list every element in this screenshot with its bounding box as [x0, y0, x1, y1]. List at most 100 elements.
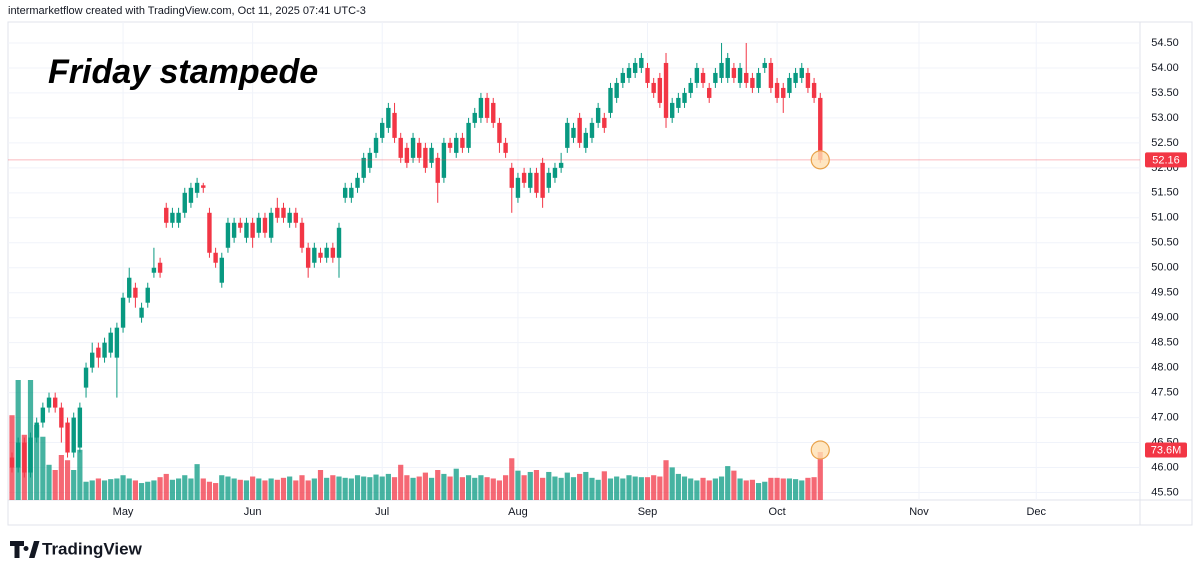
candle-body — [521, 172, 527, 183]
volume-bar — [361, 476, 367, 500]
candle-body — [447, 142, 453, 148]
volume-bar — [206, 481, 213, 500]
candle-body — [435, 157, 440, 183]
candle-body — [750, 77, 755, 88]
volume-bar — [287, 476, 293, 500]
volume-bar — [626, 475, 632, 500]
volume-bar — [521, 475, 527, 500]
candle-body — [466, 122, 471, 148]
candle-body — [762, 62, 767, 68]
candle-body — [176, 212, 181, 223]
volume-bar — [762, 481, 768, 500]
volume-label: 73.6M — [1151, 444, 1182, 456]
y-tick-label: 50.00 — [1151, 262, 1179, 274]
volume-bar — [416, 476, 422, 500]
candle-body — [676, 97, 681, 108]
candle-body — [40, 407, 46, 423]
volume-bar — [330, 475, 336, 500]
y-tick-label: 54.00 — [1151, 62, 1179, 74]
candle-body — [231, 222, 237, 238]
volume-bar — [213, 483, 219, 500]
candle-body — [287, 212, 292, 223]
volume-bar — [83, 481, 89, 500]
volume-bar — [379, 476, 385, 500]
volume-bar — [700, 477, 706, 500]
candle-body — [324, 247, 329, 258]
volume-bar — [219, 475, 225, 500]
candle-body — [256, 217, 261, 233]
volume-bar — [817, 452, 823, 500]
candle-body — [46, 397, 52, 408]
candle-body — [52, 397, 58, 408]
candle-body — [811, 82, 817, 98]
volume-bar — [410, 477, 416, 500]
volume-bar — [780, 478, 786, 500]
volume-bar — [225, 476, 231, 500]
candle-body — [571, 127, 576, 138]
volume-bar — [138, 483, 145, 500]
volume-bar — [46, 464, 52, 500]
x-tick-label: Jun — [244, 506, 262, 518]
volume-bar — [774, 477, 780, 500]
highlight-circle — [810, 150, 830, 170]
y-tick-label: 52.50 — [1151, 137, 1179, 149]
volume-bar — [101, 480, 108, 500]
volume-bar — [441, 473, 447, 500]
volume-bar — [58, 455, 64, 500]
candle-body — [219, 257, 224, 283]
volume-bar — [311, 478, 317, 500]
volume-bar — [589, 477, 595, 500]
grid — [8, 22, 1140, 500]
y-tick-label: 48.50 — [1151, 337, 1179, 349]
candle-body — [707, 87, 712, 98]
volume-bar — [95, 478, 101, 500]
volume-bar — [428, 477, 435, 500]
candle-body — [392, 112, 397, 138]
x-tick-label: Aug — [508, 506, 528, 518]
candle-body — [250, 222, 255, 238]
volume-bar — [546, 471, 552, 500]
volume-bar — [651, 475, 657, 500]
candle-body — [515, 177, 521, 198]
candle-body — [367, 152, 373, 168]
volume-bar — [256, 478, 262, 500]
candle-body — [127, 277, 132, 298]
y-tick-label: 50.50 — [1151, 237, 1179, 249]
candle-body — [114, 327, 120, 358]
candle-body — [120, 297, 126, 328]
candle-body — [15, 442, 21, 468]
volume-bar — [89, 480, 95, 500]
volume-label-box — [1145, 442, 1187, 458]
volume-bar — [558, 477, 564, 500]
candle-body — [404, 147, 410, 163]
x-tick-label: Dec — [1026, 506, 1046, 518]
y-tick-label: 54.50 — [1151, 37, 1179, 49]
candle-body — [454, 137, 459, 153]
candle-body — [108, 332, 113, 353]
chart-frame — [7, 21, 1193, 526]
candle-body — [139, 307, 144, 318]
candle-body — [663, 62, 669, 118]
candle-body — [188, 187, 194, 203]
volume-bar — [577, 473, 583, 500]
candle-body — [361, 157, 366, 178]
candle-body — [620, 72, 626, 83]
volume-bar — [280, 477, 287, 500]
volume-bar — [453, 468, 459, 500]
header-text: intermarketflow created with TradingView… — [8, 5, 366, 17]
candle-body — [238, 222, 243, 228]
candle-body — [768, 62, 774, 88]
volume-bar — [145, 481, 151, 500]
x-tick-label: Sep — [638, 506, 658, 518]
candle-body — [441, 142, 447, 178]
candle-body — [639, 57, 644, 68]
volume-bar — [792, 479, 799, 500]
volume-bar — [496, 480, 503, 500]
candle-body — [380, 122, 385, 138]
volume-bar — [274, 479, 280, 500]
candle-body — [799, 67, 804, 78]
highlight-circle — [810, 440, 830, 460]
candle-body — [787, 77, 792, 93]
